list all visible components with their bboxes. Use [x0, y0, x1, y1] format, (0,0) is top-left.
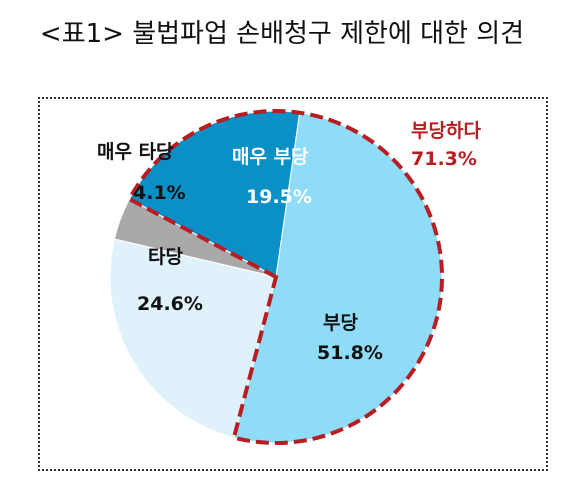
slice-label-very-just: 매우 타당	[97, 141, 174, 163]
slice-label-just: 타당	[148, 246, 183, 268]
chart-title: <표1> 불법파업 손배청구 제한에 대한 의견	[39, 19, 525, 49]
slice-label-unjust: 부당	[323, 312, 358, 334]
slice-value-just: 24.6%	[137, 293, 203, 315]
pie-slice-just	[109, 238, 277, 439]
slice-label-very-unjust: 매우 부당	[232, 146, 309, 168]
slice-value-very-just: 4.1%	[133, 182, 186, 204]
slice-value-unjust: 51.8%	[317, 342, 383, 364]
group-label: 부당하다	[411, 120, 481, 142]
slice-value-very-unjust: 19.5%	[246, 186, 312, 208]
group-outline-dashed	[126, 109, 444, 445]
chart-frame	[38, 97, 548, 471]
group-value: 71.3%	[411, 148, 477, 170]
